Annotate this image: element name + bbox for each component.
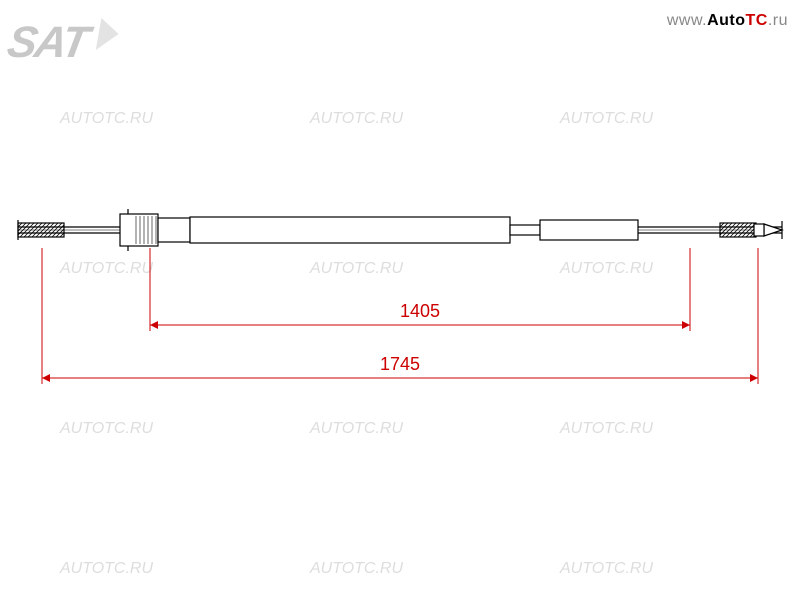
- dimension-label: 1745: [380, 354, 420, 374]
- dimension-label: 1405: [400, 301, 440, 321]
- technical-drawing: 1405 1745: [0, 0, 800, 600]
- canvas: AUTOTC.RUAUTOTC.RUAUTOTC.RUAUTOTC.RUAUTO…: [0, 0, 800, 600]
